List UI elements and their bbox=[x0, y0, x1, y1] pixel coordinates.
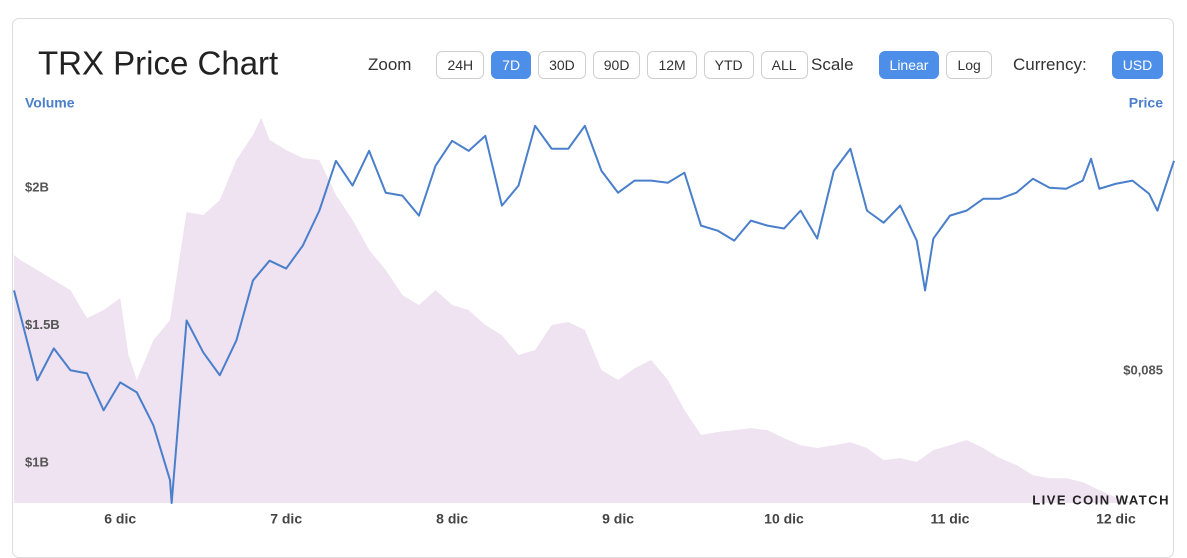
x-tick-label: 8 dic bbox=[436, 511, 468, 527]
x-tick-label: 10 dic bbox=[764, 511, 804, 527]
y-tick-label: $1.5B bbox=[25, 317, 60, 332]
control-label: Currency: bbox=[1013, 55, 1087, 74]
zoom-button[interactable]: YTD bbox=[703, 51, 754, 79]
x-tick-label: 11 dic bbox=[931, 511, 970, 527]
x-tick-label: 6 dic bbox=[104, 511, 136, 527]
x-tick-label: 12 dic bbox=[1096, 511, 1136, 527]
scale-button[interactable]: Log bbox=[946, 51, 992, 79]
plot bbox=[13, 117, 1175, 504]
y2-tick-label: $0,085 bbox=[1123, 363, 1163, 378]
currency-controls: Currency: USD bbox=[1013, 50, 1170, 80]
price-line bbox=[13, 124, 1175, 504]
scale-controls: Scale Linear Log bbox=[811, 50, 999, 80]
volume-area bbox=[14, 117, 1133, 503]
control-label: Zoom bbox=[368, 55, 412, 74]
x-tick-label: 7 dic bbox=[270, 511, 302, 527]
y-tick-label: $2B bbox=[25, 179, 49, 194]
zoom-button[interactable]: 12M bbox=[647, 51, 697, 79]
logo: LIVE COIN WATCH bbox=[1032, 492, 1170, 507]
control-label: Scale bbox=[811, 55, 854, 74]
y-axis-label: Volume bbox=[25, 95, 75, 111]
chart: TRX Price Chart Volume Price $1B $1.5B $2B… bbox=[13, 45, 1175, 527]
zoom-button[interactable]: 90D bbox=[592, 51, 641, 79]
y2-axis-label: Price bbox=[1129, 95, 1163, 111]
chart-title: TRX Price Chart bbox=[38, 45, 278, 82]
scale-button[interactable]: Linear bbox=[878, 51, 940, 79]
zoom-button[interactable]: 24H bbox=[436, 51, 485, 79]
zoom-button[interactable]: 7D bbox=[491, 51, 532, 79]
zoom-button[interactable]: ALL bbox=[760, 51, 808, 79]
page: {"chart_data": {"type": "line", "title":… bbox=[12, 18, 1175, 558]
zoom-controls: Zoom 24H 7D 30D 90D 12M YTD ALL bbox=[368, 50, 815, 80]
x-tick-label: 9 dic bbox=[602, 511, 634, 527]
y-tick-label: $1B bbox=[25, 455, 49, 470]
currency-button[interactable]: USD bbox=[1111, 51, 1164, 79]
zoom-button[interactable]: 30D bbox=[538, 51, 586, 79]
